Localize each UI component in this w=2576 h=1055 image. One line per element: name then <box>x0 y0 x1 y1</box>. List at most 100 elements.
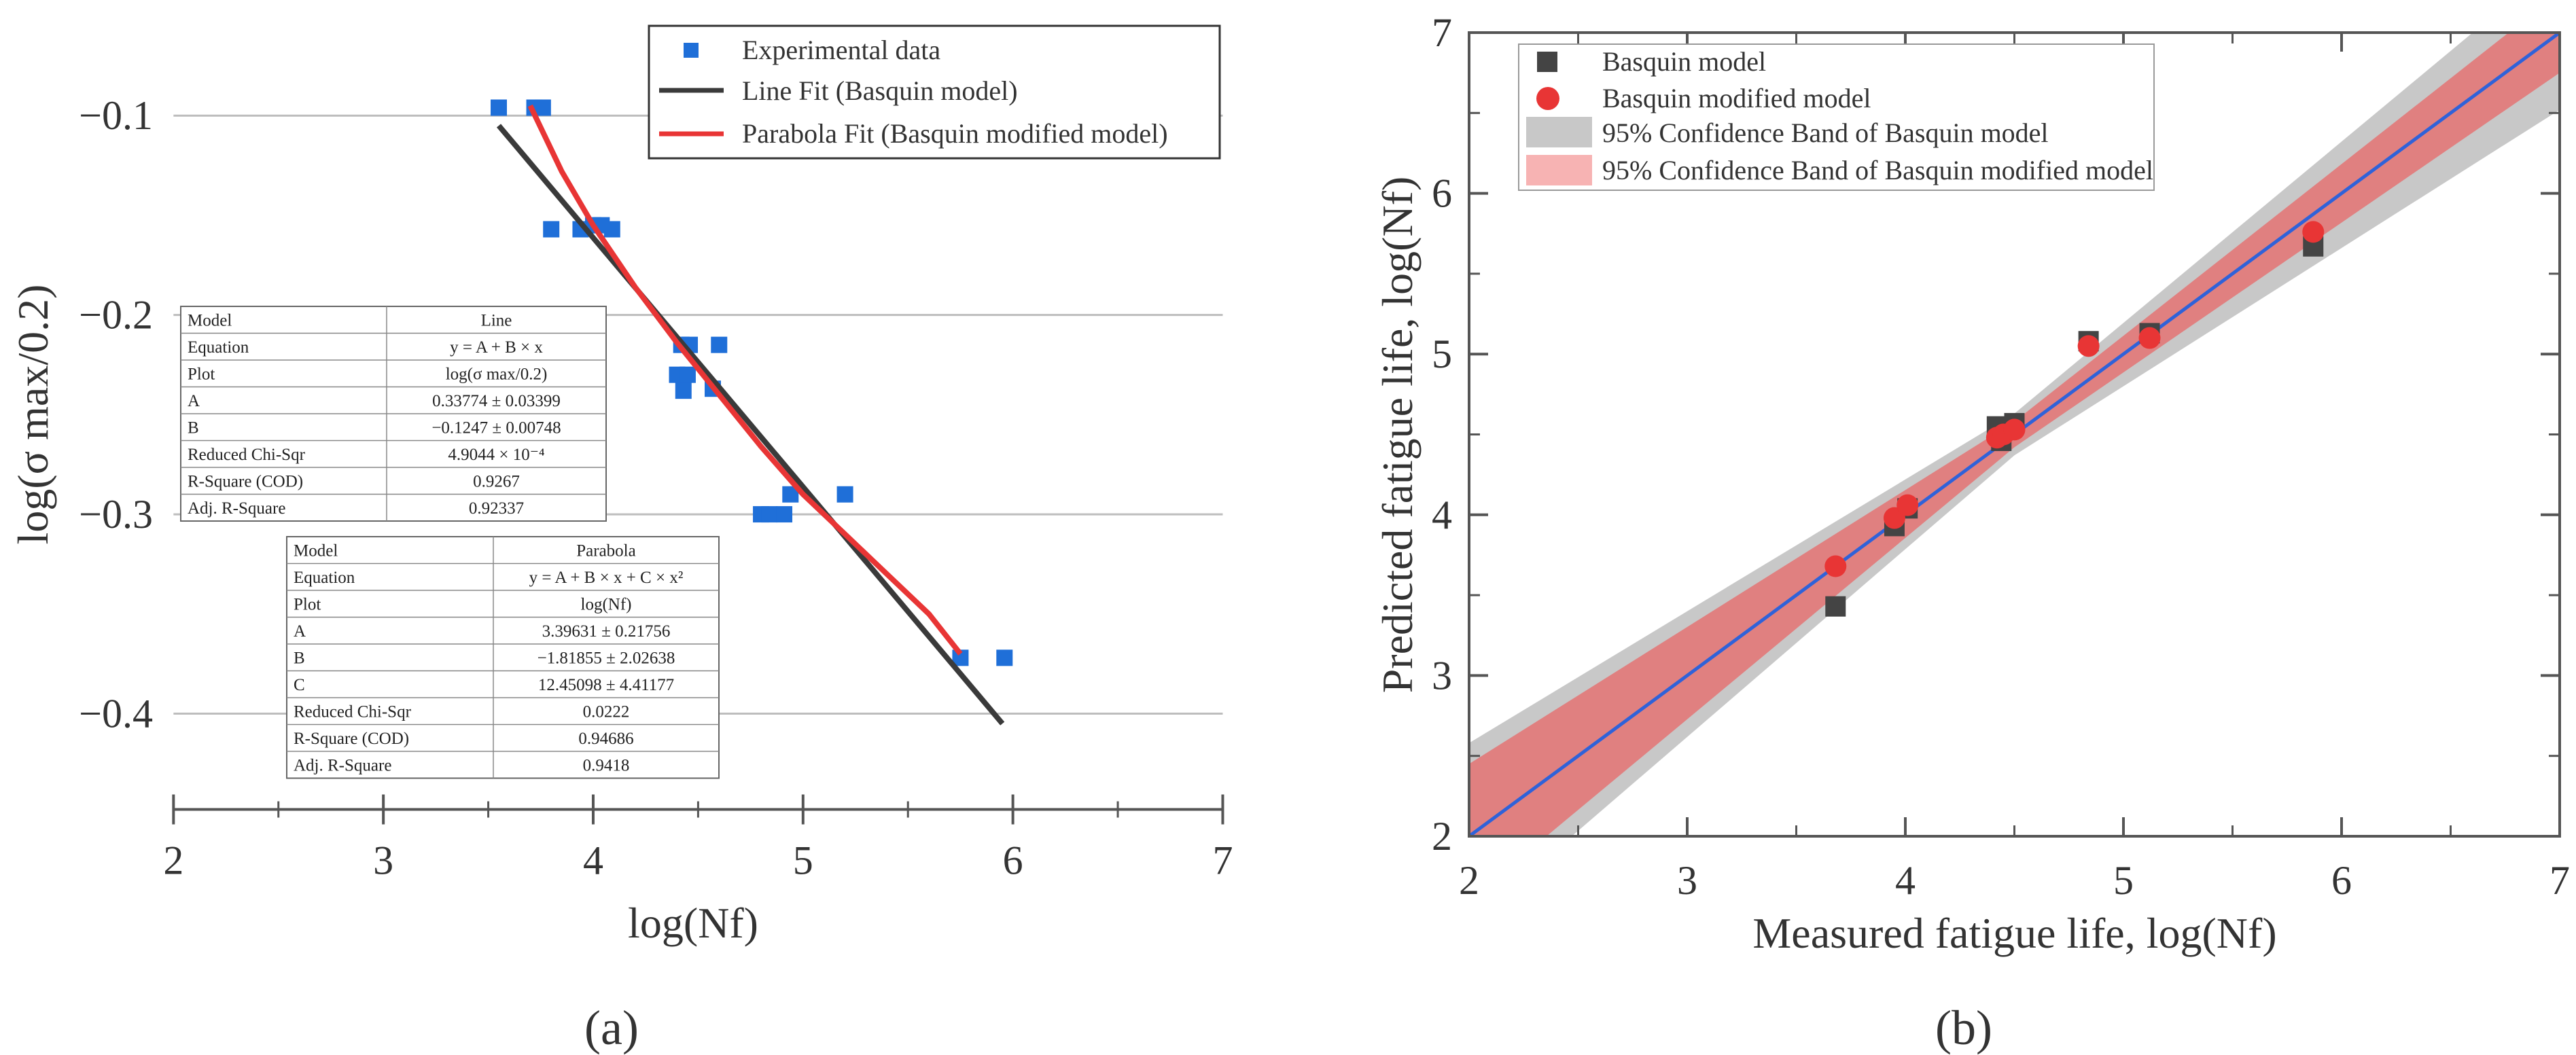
y-axis-label: log(σ max/0.2) <box>9 285 57 545</box>
modified-point <box>1824 555 1847 577</box>
table-cell-value: 0.9418 <box>583 756 630 774</box>
y-tick-label: 7 <box>1432 10 1452 55</box>
y-tick-label: −0.2 <box>79 293 153 338</box>
table-cell-value: 0.92337 <box>469 499 524 518</box>
legend-label-basquin: Basquin model <box>1602 46 1766 77</box>
table-cell-key: B <box>188 418 199 437</box>
legend: Experimental data Line Fit (Basquin mode… <box>648 24 1221 160</box>
panel-a-caption: (a) <box>584 1001 639 1055</box>
x-tick-label: 6 <box>1003 838 1023 883</box>
x-tick-label: 3 <box>373 838 393 883</box>
x-tick-label: 2 <box>163 838 183 883</box>
experimental-point <box>603 221 620 238</box>
legend-swatch-band-basquin <box>1526 117 1592 147</box>
table-cell-key: Model <box>188 311 232 329</box>
legend-swatch-basquin <box>1537 52 1557 72</box>
table-cell-value: log(σ max/0.2) <box>446 365 548 383</box>
table-cell-value: Parabola <box>576 541 635 560</box>
x-tick-label: 5 <box>2113 858 2134 903</box>
legend-box <box>648 24 1221 160</box>
x-tick-label: 7 <box>2549 858 2570 903</box>
table-cell-key: A <box>188 392 200 410</box>
experimental-point <box>776 506 793 523</box>
modified-point <box>2302 221 2325 243</box>
table-cell-key: Model <box>294 541 338 560</box>
table-cell-value: 0.33774 ± 0.03399 <box>432 392 561 410</box>
x-tick-label: 3 <box>1677 858 1697 903</box>
table-cell-value: −0.1247 ± 0.00748 <box>431 418 561 437</box>
table-cell-key: Adj. R-Square <box>188 499 285 518</box>
experimental-point <box>711 336 728 353</box>
experimental-point <box>679 366 696 383</box>
table-cell-value: y = A + B × x + C × x² <box>529 569 684 587</box>
experimental-point <box>491 99 508 116</box>
legend-label-modified: Basquin modified model <box>1602 83 1871 113</box>
table-cell-value: log(Nf) <box>581 595 632 613</box>
line-fit-curve <box>496 124 1005 726</box>
x-tick-label: 2 <box>1459 858 1479 903</box>
legend-label-line-fit: Line Fit (Basquin model) <box>742 75 1018 106</box>
table-cell-key: Reduced Chi-Sqr <box>294 702 412 721</box>
table-cell-value: −1.81855 ± 2.02638 <box>537 649 675 667</box>
y-tick-label: −0.4 <box>79 691 153 736</box>
y-tick-label: 5 <box>1432 332 1452 376</box>
basquin-point <box>1825 596 1846 617</box>
y-tick-label: 2 <box>1432 814 1452 859</box>
legend-swatch-modified <box>1536 87 1559 110</box>
modified-point <box>2003 418 2026 441</box>
table-cell-key: Plot <box>188 365 215 383</box>
table-cell-key: Plot <box>294 595 321 613</box>
experimental-point <box>836 486 853 503</box>
modified-point <box>2077 335 2100 357</box>
fit-table-parabola <box>286 536 720 779</box>
x-tick-label: 7 <box>1212 838 1233 883</box>
x-tick-label: 4 <box>583 838 603 883</box>
table-cell-value: 0.94686 <box>578 730 633 748</box>
panel-b-caption: (b) <box>1935 1001 1992 1055</box>
x-axis-label: Measured fatigue life, log(Nf) <box>1752 909 2276 957</box>
table-cell-key: Adj. R-Square <box>294 756 391 774</box>
y-tick-label: −0.3 <box>79 492 153 537</box>
modified-point <box>1896 494 1919 516</box>
table-cell-key: C <box>294 676 305 694</box>
legend-swatch-band-modified <box>1526 155 1592 185</box>
table-cell-value: 0.9267 <box>473 472 520 490</box>
panel-a: 2 3 4 5 6 7 −0.1 −0.2 −0.3 −0.4 log(Nf) log(σ ma… <box>9 24 1233 1055</box>
legend-label-band-modified: 95% Confidence Band of Basquin modified … <box>1602 155 2153 185</box>
y-axis-label: Predicted fatigue life, log(Nf) <box>1373 177 1422 694</box>
experimental-point <box>761 506 778 523</box>
table-cell-key: B <box>294 649 305 667</box>
table-cell-value: 3.39631 ± 0.21756 <box>542 622 671 641</box>
table-cell-value: 0.0222 <box>583 702 630 721</box>
table-cell-key: R-Square (COD) <box>188 472 303 490</box>
table-cell-key: Equation <box>294 569 355 587</box>
table-cell-value: Line <box>481 311 512 329</box>
panel-b: 2 3 4 5 6 7 2 3 4 5 6 7 Measured fatigue life, log… <box>1373 10 2570 1055</box>
parabola-fit-curve <box>527 104 963 656</box>
x-axis-label: log(Nf) <box>628 899 758 947</box>
x-tick-label: 5 <box>793 838 813 883</box>
table-cell-value: 4.9044 × 10⁻⁴ <box>448 446 545 464</box>
experimental-point <box>534 99 551 116</box>
modified-point <box>2138 327 2161 349</box>
legend-label-parabola-fit: Parabola Fit (Basquin modified model) <box>742 118 1168 149</box>
legend-swatch-experimental <box>684 43 699 58</box>
table-cell-key: A <box>294 622 306 641</box>
table-cell-key: R-Square (COD) <box>294 730 409 748</box>
experimental-point <box>675 382 692 399</box>
y-tick-label: 3 <box>1432 653 1452 698</box>
legend-label-experimental: Experimental data <box>742 35 940 65</box>
table-cell-key: Reduced Chi-Sqr <box>188 446 306 464</box>
experimental-point <box>543 221 560 238</box>
y-tick-label: −0.1 <box>79 93 153 138</box>
y-tick-label: 6 <box>1432 171 1452 216</box>
legend: Basquin model Basquin modified model 95%… <box>1518 43 2155 191</box>
x-tick-label: 6 <box>2331 858 2352 903</box>
legend-label-band-basquin: 95% Confidence Band of Basquin model <box>1602 118 2049 148</box>
experimental-point <box>996 649 1013 666</box>
table-cell-value: 12.45098 ± 4.41177 <box>538 676 674 694</box>
table-cell-value: y = A + B × x <box>450 338 543 357</box>
x-tick-label: 4 <box>1895 858 1916 903</box>
legend-box <box>1518 43 2155 191</box>
